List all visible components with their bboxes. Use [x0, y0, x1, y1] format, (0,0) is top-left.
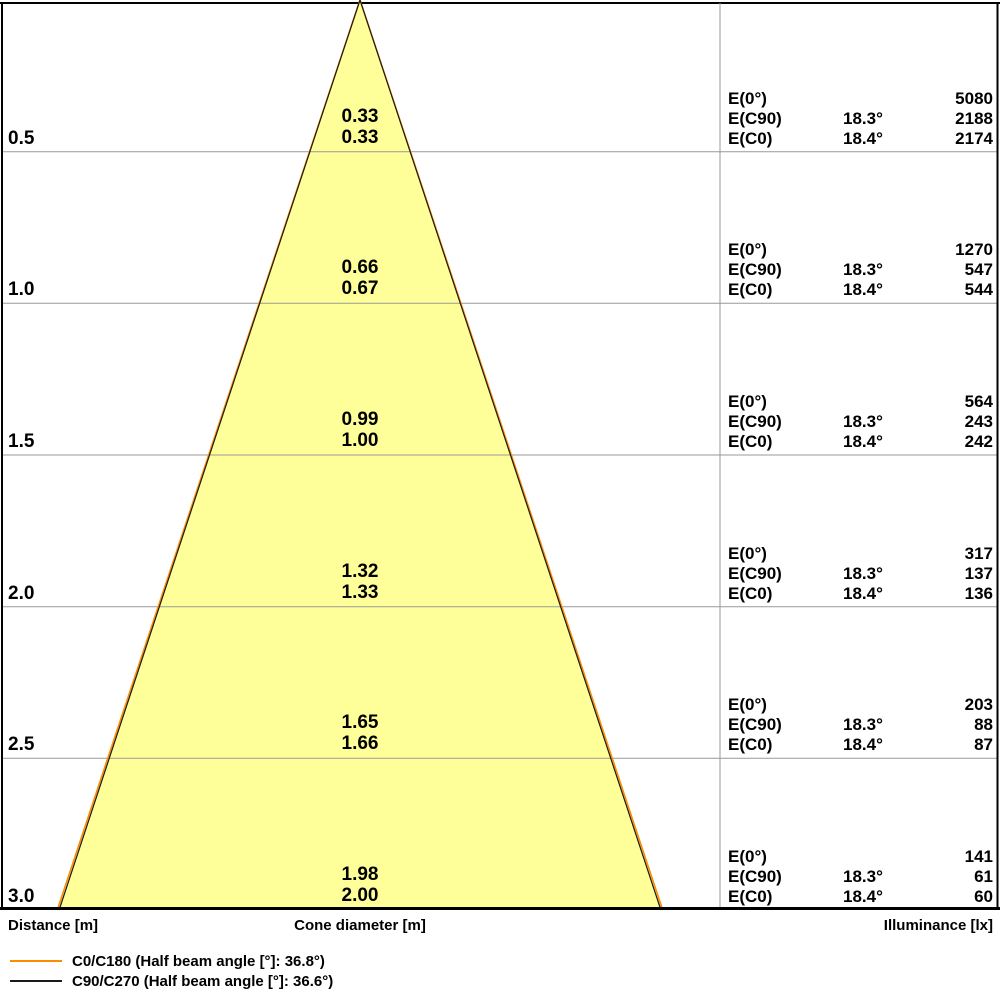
cone-diameter-values: 0.66 0.67	[260, 257, 460, 299]
illu-value: 1270	[955, 240, 993, 259]
cone-diameter-values: 0.33 0.33	[260, 106, 460, 148]
illu-label: E(0°)	[728, 240, 767, 259]
cone-diameter-c90: 1.98	[341, 864, 379, 885]
illuminance-row: E(0°) 1270 E(C90) 18.3° 547 E(C0) 18.4° 544	[728, 240, 993, 300]
illu-value: 87	[974, 735, 993, 754]
illu-angle: 18.3°	[843, 109, 883, 128]
illu-angle	[843, 695, 965, 715]
illu-label: E(C90)	[728, 260, 782, 279]
illu-label: E(C90)	[728, 867, 782, 886]
legend-item-c90-c270: C90/C270 (Half beam angle [°]: 36.6°)	[0, 972, 333, 990]
illu-label: E(C90)	[728, 715, 782, 734]
illu-angle: 18.4°	[843, 129, 883, 148]
illu-value: 203	[964, 695, 993, 714]
illu-value: 564	[964, 392, 993, 411]
cone-edge-c90-c270	[58, 0, 662, 911]
cone-diameter-c90: 1.32	[341, 561, 379, 582]
cone-diameter-c0: 0.33	[341, 127, 379, 148]
illu-angle	[843, 544, 965, 564]
cone-diameter-values: 0.99 1.00	[260, 409, 460, 451]
cone-diameter-c0: 1.00	[341, 430, 379, 451]
illu-value: 243	[964, 412, 993, 431]
legend-item-c0-c180: C0/C180 (Half beam angle [°]: 36.8°)	[0, 952, 325, 970]
illu-value: 137	[964, 564, 993, 583]
illu-label: E(C90)	[728, 564, 782, 583]
illu-value: 141	[964, 847, 993, 866]
illu-label: E(C0)	[728, 887, 773, 906]
c0-c180-line-swatch-icon	[10, 960, 62, 962]
distance-tick: 1.5	[8, 431, 35, 452]
distance-tick: 3.0	[8, 886, 35, 907]
illu-value: 136	[964, 584, 993, 603]
illu-angle: 18.4°	[843, 735, 883, 754]
cone-diameter-c90: 0.99	[341, 409, 379, 430]
cone-diameter-c90: 0.66	[341, 257, 379, 278]
illu-angle: 18.3°	[843, 867, 883, 886]
cone-diameter-c90: 1.65	[341, 712, 379, 733]
illu-value: 88	[974, 715, 993, 734]
illu-label: E(0°)	[728, 847, 767, 866]
illu-angle: 18.4°	[843, 584, 883, 603]
cone-diameter-c0: 0.67	[341, 278, 379, 299]
illu-angle: 18.3°	[843, 260, 883, 279]
cone-diameter-values: 1.65 1.66	[260, 712, 460, 754]
distance-tick: 1.0	[8, 279, 35, 300]
illu-value: 242	[964, 432, 993, 451]
distance-tick: 2.5	[8, 734, 35, 755]
illu-value: 2188	[955, 109, 993, 128]
cone-edge-c0-c180	[56, 0, 664, 911]
c90-c270-line-swatch-icon	[10, 980, 62, 982]
illu-label: E(C90)	[728, 109, 782, 128]
distance-gridlines	[2, 151, 998, 759]
illuminance-row: E(0°) 564 E(C90) 18.3° 243 E(C0) 18.4° 242	[728, 392, 993, 452]
distance-tick: 0.5	[8, 128, 35, 149]
legend-label: C90/C270 (Half beam angle [°]: 36.6°)	[72, 972, 334, 990]
illu-label: E(0°)	[728, 392, 767, 411]
illu-label: E(0°)	[728, 695, 767, 714]
illuminance-row: E(0°) 5080 E(C90) 18.3° 2188 E(C0) 18.4° 2174	[728, 89, 993, 149]
illuminance-row: E(0°) 203 E(C90) 18.3° 88 E(C0) 18.4° 87	[728, 695, 993, 755]
illu-label: E(C0)	[728, 129, 773, 148]
illu-value: 5080	[955, 89, 993, 108]
illu-label: E(C0)	[728, 432, 773, 451]
illu-value: 60	[974, 887, 993, 906]
illu-angle	[843, 240, 955, 260]
illu-label: E(C0)	[728, 280, 773, 299]
illu-label: E(C90)	[728, 412, 782, 431]
cone-diameter-values: 1.32 1.33	[260, 561, 460, 603]
illu-label: E(C0)	[728, 735, 773, 754]
cone-diameter-c0: 1.66	[341, 733, 379, 754]
distance-tick: 2.0	[8, 583, 35, 604]
cone-diameter-c90: 0.33	[341, 106, 379, 127]
illu-value: 2174	[955, 129, 993, 148]
illu-value: 547	[964, 260, 993, 279]
cone-diameter-c0: 2.00	[341, 885, 379, 906]
illu-label: E(0°)	[728, 89, 767, 108]
illuminance-axis-label: Illuminance [lx]	[883, 917, 993, 934]
illu-value: 317	[964, 544, 993, 563]
illuminance-row: E(0°) 141 E(C90) 18.3° 61 E(C0) 18.4° 60	[728, 847, 993, 907]
cone-diameter-axis-label: Cone diameter [m]	[294, 917, 426, 934]
illu-angle	[843, 89, 955, 109]
illu-angle: 18.4°	[843, 887, 883, 906]
illu-label: E(C0)	[728, 584, 773, 603]
illu-angle: 18.4°	[843, 280, 883, 299]
illu-angle: 18.3°	[843, 412, 883, 431]
illu-label: E(0°)	[728, 544, 767, 563]
illu-value: 61	[974, 867, 993, 886]
illu-angle: 18.3°	[843, 715, 883, 734]
legend-label: C0/C180 (Half beam angle [°]: 36.8°)	[72, 952, 325, 970]
illu-angle: 18.4°	[843, 432, 883, 451]
illu-value: 544	[964, 280, 993, 299]
cone-diameter-c0: 1.33	[341, 582, 379, 603]
distance-axis-label: Distance [m]	[8, 917, 99, 934]
illu-angle: 18.3°	[843, 564, 883, 583]
illuminance-row: E(0°) 317 E(C90) 18.3° 137 E(C0) 18.4° 136	[728, 544, 993, 604]
illu-angle	[843, 392, 965, 412]
cone-diameter-values: 1.98 2.00	[260, 864, 460, 906]
illu-angle	[843, 847, 965, 867]
